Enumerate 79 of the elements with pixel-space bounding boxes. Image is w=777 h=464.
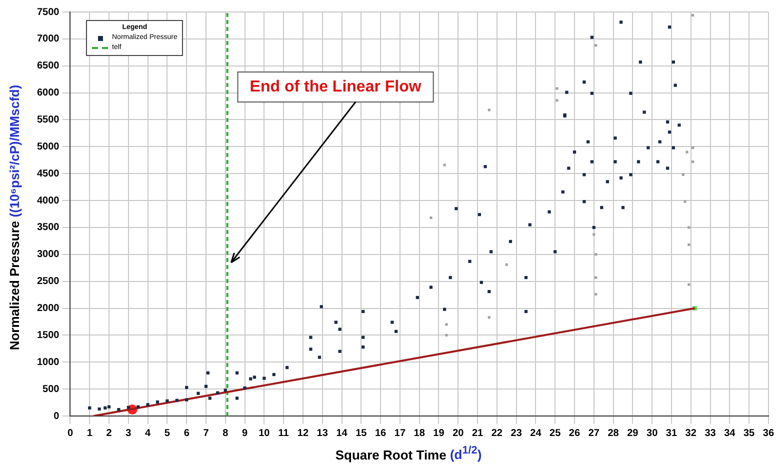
point: [556, 99, 558, 102]
y-tick-label: 7000: [36, 34, 60, 45]
x-tick-label: 10: [258, 428, 270, 439]
point: [488, 108, 490, 112]
annotation: End of the Linear Flow: [250, 78, 422, 96]
point: [505, 263, 508, 266]
x-tick-label: 5: [164, 428, 170, 439]
point: [488, 316, 490, 319]
y-tick-label: 0: [54, 410, 60, 422]
x-tick-label: 22: [491, 428, 503, 439]
x-tick-label: 30: [646, 428, 658, 439]
x-tick-label: 9: [242, 428, 248, 439]
x-tick-label: 4: [145, 428, 152, 439]
x-tick-label: 35: [743, 428, 756, 439]
point: [430, 216, 432, 220]
x-tick-label: 33: [704, 428, 716, 439]
x-tick-label: 24: [530, 428, 542, 439]
x-tick-label: 11: [278, 428, 290, 439]
x-tick-label: 20: [452, 428, 464, 439]
point: [594, 276, 598, 279]
point: [692, 160, 694, 164]
point: [684, 200, 686, 203]
x-axis-title: Square Root Time (d$^{1/2}$): [335, 444, 482, 462]
x-tick-label: 34: [724, 428, 736, 439]
point: [556, 87, 558, 90]
x-tick-label: 19: [433, 428, 445, 439]
point: [692, 14, 694, 17]
x-tick-label: 1: [86, 428, 93, 439]
x-tick-label: 26: [568, 428, 580, 439]
point: [688, 226, 690, 229]
x-tick-label: 2: [106, 428, 112, 439]
x-tick-label: 21: [472, 428, 484, 439]
point: [682, 173, 684, 176]
y-tick-label: 5000: [36, 141, 60, 152]
x-tick-label: 7: [203, 428, 210, 439]
x-tick-label: 17: [394, 428, 406, 439]
y-tick-label: 3500: [36, 222, 60, 234]
y-tick-label: 4500: [36, 168, 60, 180]
y-tick-label: 6000: [36, 88, 60, 99]
x-tick-label: 13: [316, 428, 328, 439]
point: [594, 253, 598, 256]
x-tick-label: 12: [297, 428, 309, 439]
point: [445, 323, 448, 326]
y-tick-label: 2000: [36, 303, 60, 314]
point: [443, 164, 446, 166]
point: [686, 150, 688, 154]
point: [594, 292, 598, 296]
x-tick-label: 18: [414, 428, 426, 439]
x-tick-label: 29: [627, 428, 639, 439]
y-tick-label: 2500: [36, 276, 60, 288]
y-tick-label: 7500: [36, 6, 60, 18]
y-tick-label: 5500: [36, 114, 60, 126]
y-axis-title: Normalized Pressure ((10⁶psi²/cP)/MMscfd): [8, 84, 22, 350]
x-tick-label: 6: [184, 428, 190, 439]
x-tick-label: 14: [336, 428, 348, 439]
point: [592, 233, 596, 236]
x-tick-label: 8: [222, 428, 229, 439]
point: [445, 334, 448, 336]
x-tick-label: 31: [666, 428, 678, 439]
point: [688, 243, 690, 246]
point: [688, 283, 690, 286]
x-tick-label: 25: [550, 428, 562, 439]
point: [692, 146, 694, 150]
x-tick-label: 15: [356, 428, 368, 439]
y-tick-label: 6500: [36, 60, 60, 72]
y-tick-label: 1000: [36, 356, 60, 368]
x-tick-label: 23: [510, 428, 522, 439]
x-tick-label: 0: [67, 428, 74, 439]
point: [594, 44, 598, 47]
x-tick-label: 36: [762, 428, 774, 439]
y-tick-label: 1500: [36, 330, 60, 341]
x-tick-label: 16: [374, 428, 387, 439]
y-tick-label: 4000: [36, 195, 60, 206]
y-tick-label: 3000: [36, 249, 60, 260]
x-tick-label: 3: [126, 428, 132, 439]
x-tick-label: 27: [588, 428, 600, 439]
x-tick-label: 28: [608, 428, 620, 439]
x-tick-label: 32: [685, 428, 697, 439]
y-tick-label: 500: [42, 384, 60, 395]
